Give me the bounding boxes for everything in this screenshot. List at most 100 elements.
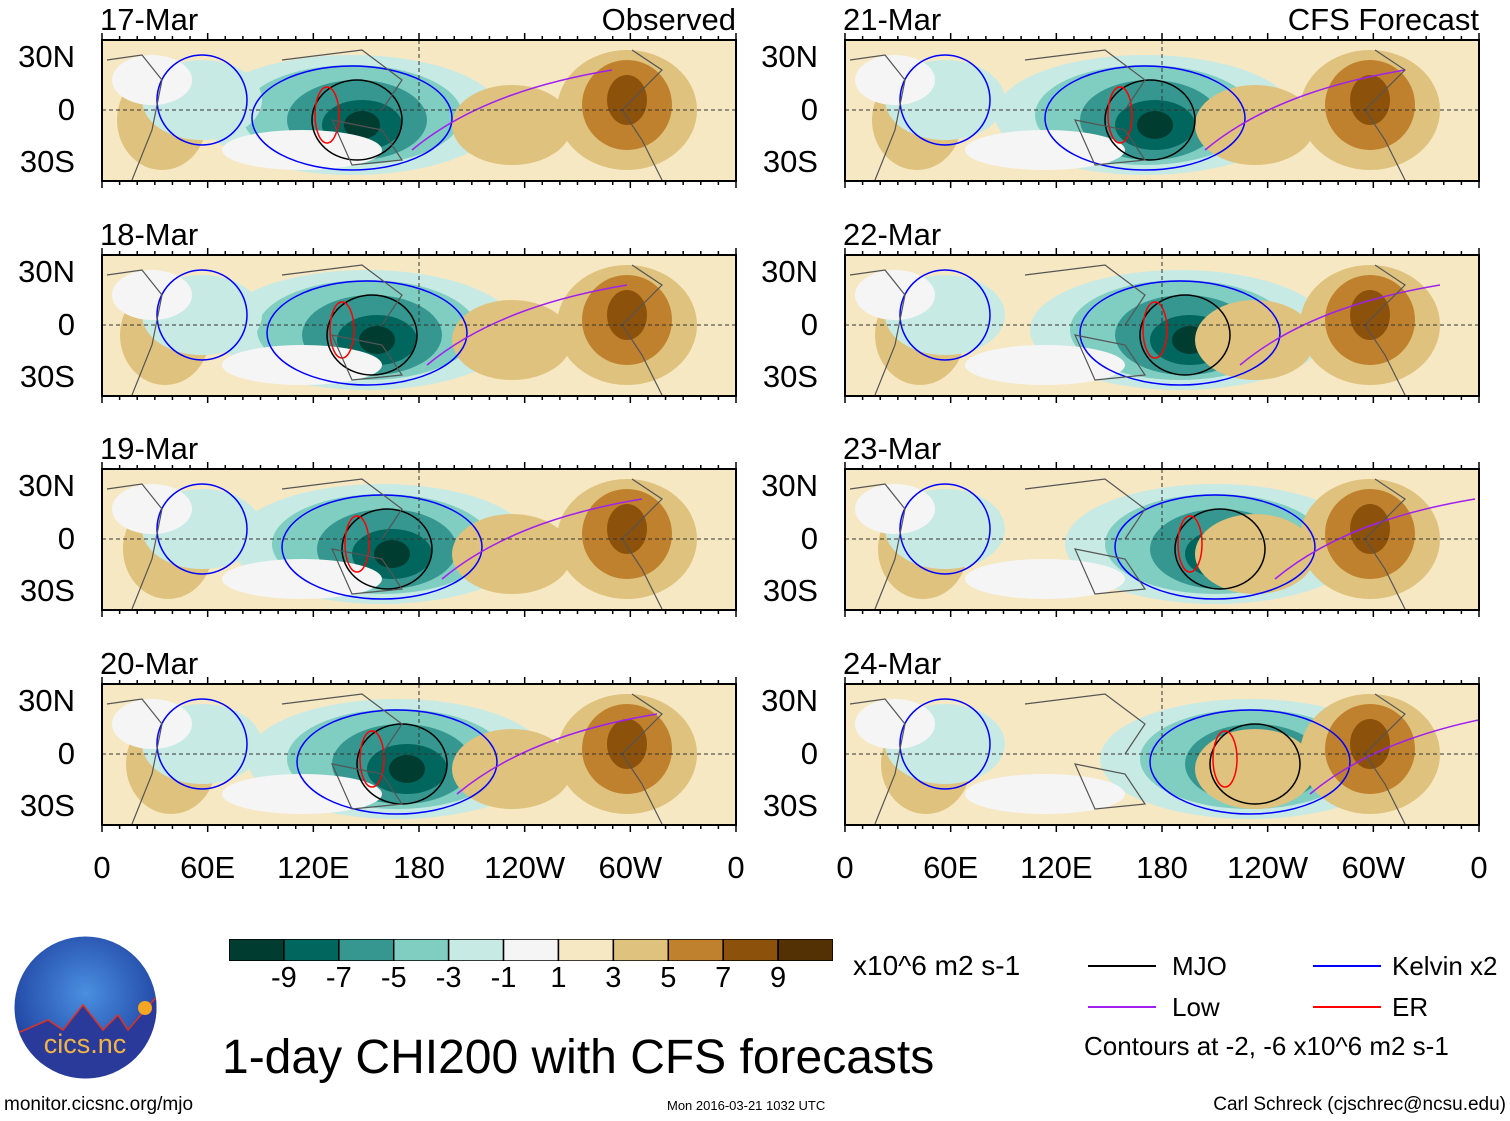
panel-date: 24-Mar: [843, 646, 942, 681]
anomaly-region: [374, 540, 410, 568]
coastline: [330, 763, 404, 810]
er-contour: [359, 730, 385, 788]
coastline: [1073, 763, 1147, 810]
coastline: [106, 698, 163, 825]
colorbar-swatch: [502, 938, 560, 962]
anomaly-region: [112, 699, 192, 749]
colorbar-swatch: [612, 938, 670, 962]
anomaly-region: [855, 699, 935, 749]
kelvin-contour: [899, 483, 991, 575]
mjo-contour: [326, 294, 418, 376]
coastline: [281, 49, 403, 111]
lat-label: 0: [57, 736, 75, 771]
anomaly-region: [855, 55, 935, 105]
lat-label: 0: [800, 736, 818, 771]
anomaly-region: [222, 345, 382, 385]
lon-label: 0: [93, 850, 111, 885]
lat-label: 30N: [18, 468, 75, 503]
kelvin-contour: [156, 483, 248, 575]
kelvin-contour: [1044, 65, 1246, 171]
lat-label: 30S: [19, 144, 75, 179]
lon-label: 180: [393, 850, 445, 885]
coastline: [1024, 478, 1146, 540]
colorbar-units: x10^6 m2 s-1: [853, 950, 1021, 981]
mjo-contour: [1104, 79, 1196, 161]
lat-label: 30S: [762, 359, 818, 394]
panel-date: 18-Mar: [100, 217, 199, 252]
kelvin-contour: [281, 494, 483, 600]
lat-label: 30S: [19, 359, 75, 394]
coastline: [330, 334, 404, 381]
colorbar-swatch: [667, 938, 724, 962]
mjo-contour: [1174, 508, 1266, 590]
lon-label: 0: [727, 850, 745, 885]
map-panel: [101, 462, 737, 617]
lat-label: 30S: [762, 573, 818, 608]
legend-label-low: Low: [1172, 992, 1220, 1022]
anomaly-region: [855, 484, 935, 534]
colorbar-label: -5: [380, 962, 407, 994]
kelvin-contour: [156, 54, 248, 146]
er-contour: [314, 86, 340, 144]
kelvin-contour: [1149, 709, 1351, 815]
coastline: [1073, 548, 1147, 595]
logo-name: cics.nc: [44, 1029, 127, 1059]
footer-url: monitor.cicsnc.org/mjo: [4, 1094, 194, 1115]
panel-date: 19-Mar: [100, 431, 199, 466]
colorbar-label: 1: [550, 962, 567, 994]
colorbar-swatch: [283, 938, 340, 962]
lon-label: 120W: [484, 850, 566, 885]
anomaly-region: [1195, 514, 1315, 594]
colorbar-label: -3: [435, 962, 462, 994]
coastline: [281, 264, 403, 326]
anomaly-region: [452, 85, 572, 165]
anomaly-region: [607, 504, 647, 554]
kelvin-contour: [899, 698, 991, 790]
anomaly-region: [1195, 85, 1315, 165]
lat-label: 30S: [19, 573, 75, 608]
kelvin-contour: [156, 269, 248, 361]
coastline: [1024, 693, 1146, 755]
legend-label-mjo: MJO: [1172, 951, 1227, 981]
colorbar-label: 5: [660, 962, 677, 994]
anomaly-region: [452, 300, 572, 380]
low-contour: [1274, 498, 1476, 580]
mjo-contour: [1209, 723, 1301, 805]
anomaly-region: [607, 719, 647, 769]
lat-label: 0: [800, 92, 818, 127]
colorbar-label: 3: [605, 962, 622, 994]
anomaly-region: [965, 345, 1125, 385]
anomaly-region: [1350, 75, 1390, 125]
legend-line-low: [1088, 1006, 1156, 1008]
colorbar-swatch: [447, 938, 505, 962]
map-panel: [844, 677, 1480, 832]
mjo-contour: [1139, 294, 1231, 376]
coastline: [849, 483, 906, 610]
colorbar-label: 7: [715, 962, 732, 994]
map-panel: [844, 462, 1480, 617]
anomaly-region: [965, 774, 1125, 814]
anomaly-region: [112, 270, 192, 320]
er-contour: [1107, 86, 1133, 144]
lon-label: 0: [1470, 850, 1488, 885]
colorbar-swatch: [557, 938, 615, 962]
anomaly-region: [1195, 300, 1315, 380]
coastline: [849, 54, 906, 181]
kelvin-contour: [156, 698, 248, 790]
panel-date: 17-Mar: [100, 2, 199, 37]
panel-date: 20-Mar: [100, 646, 199, 681]
colorbar-label: -1: [490, 962, 517, 994]
colorbar: [228, 938, 834, 962]
anomaly-region: [1195, 729, 1315, 809]
legend-label-kelvin: Kelvin x2: [1392, 951, 1498, 981]
colorbar-swatch: [392, 938, 450, 962]
footer-author: Carl Schreck (cjschrec@ncsu.edu): [1213, 1094, 1506, 1115]
contours-note: Contours at -2, -6 x10^6 m2 s-1: [1084, 1031, 1449, 1061]
anomaly-region: [855, 270, 935, 320]
footer-timestamp: Mon 2016-03-21 1032 UTC: [667, 1098, 826, 1113]
kelvin-contour: [899, 54, 991, 146]
lat-label: 30N: [18, 254, 75, 289]
map-panel: [101, 33, 737, 188]
kelvin-contour: [266, 280, 468, 386]
lat-label: 30N: [761, 468, 818, 503]
